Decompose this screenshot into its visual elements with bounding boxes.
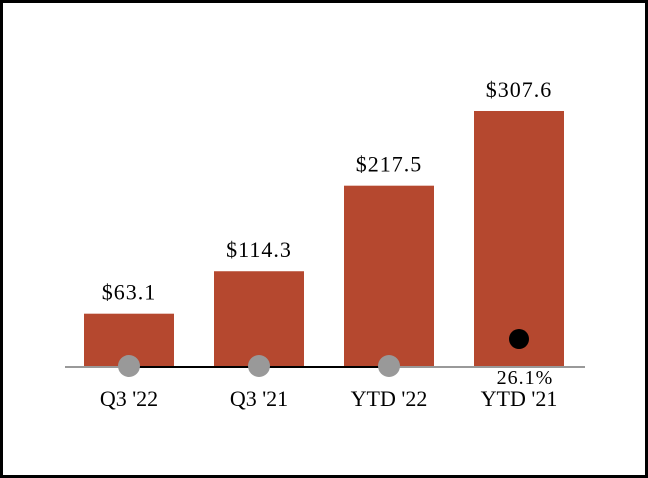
value-label-1: $114.3 [226,237,292,262]
category-label-3: YTD '21 [481,386,558,411]
value-label-2: $217.5 [356,152,423,177]
category-label-2: YTD '22 [351,386,428,411]
revenue-bar-chart: $63.1 Q3 '22 $114.3 Q3 '21 $217.5 YTD '22 $307… [65,77,585,411]
bar-2 [344,185,434,366]
category-label-1: Q3 '21 [230,386,288,411]
bar-1 [214,271,304,366]
overlay-marker-1 [248,355,270,377]
overlay-marker-2 [378,355,400,377]
value-label-0: $63.1 [102,280,157,305]
overlay-marker-label-3: 26.1% [497,367,554,389]
category-label-0: Q3 '22 [100,386,158,411]
overlay-marker-0 [118,355,140,377]
bar-3 [474,110,564,366]
value-label-3: $307.6 [486,77,553,102]
overlay-marker-3 [509,329,529,349]
